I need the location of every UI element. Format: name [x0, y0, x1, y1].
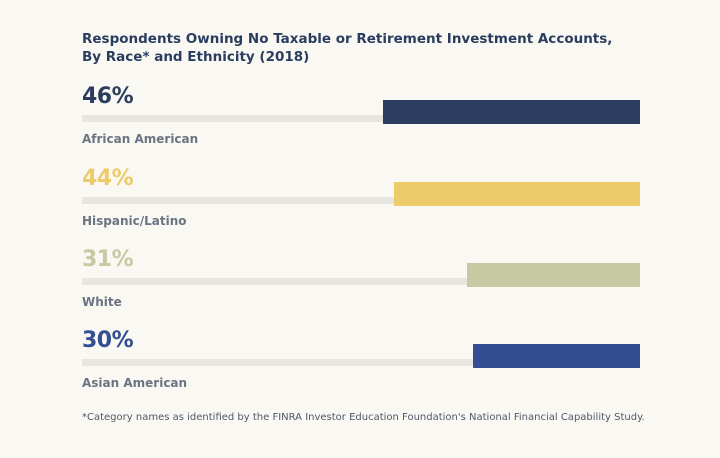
footnote: *Category names as identified by the FIN…: [82, 412, 645, 423]
category-label-african-american: African American: [82, 132, 199, 146]
chart-title: Respondents Owning No Taxable or Retirem…: [82, 30, 662, 66]
bar-hispanic-latino: [394, 182, 640, 206]
bar-row-asian-american: 30% Asian American: [0, 328, 720, 410]
category-label-white: White: [82, 295, 122, 309]
value-label-white: 31%: [82, 247, 134, 272]
bar-track-asian-american: [82, 359, 640, 366]
bar-track-hispanic-latino: [82, 197, 640, 204]
bar-row-hispanic-latino: 44% Hispanic/Latino: [0, 166, 720, 248]
bar-african-american: [383, 100, 640, 124]
value-label-african-american: 46%: [82, 84, 134, 109]
bar-track-african-american: [82, 115, 640, 122]
bar-asian-american: [472, 344, 640, 368]
bar-row-white: 31% White: [0, 247, 720, 329]
bar-row-african-american: 46% African American: [0, 84, 720, 166]
category-label-hispanic-latino: Hispanic/Latino: [82, 214, 187, 228]
chart-title-line-2: By Race* and Ethnicity (2018): [82, 49, 310, 65]
bar-track-white: [82, 278, 640, 285]
bar-white: [467, 263, 640, 287]
value-label-asian-american: 30%: [82, 328, 134, 353]
chart-title-line-1: Respondents Owning No Taxable or Retirem…: [82, 31, 613, 47]
value-label-hispanic-latino: 44%: [82, 166, 134, 191]
category-label-asian-american: Asian American: [82, 376, 188, 390]
